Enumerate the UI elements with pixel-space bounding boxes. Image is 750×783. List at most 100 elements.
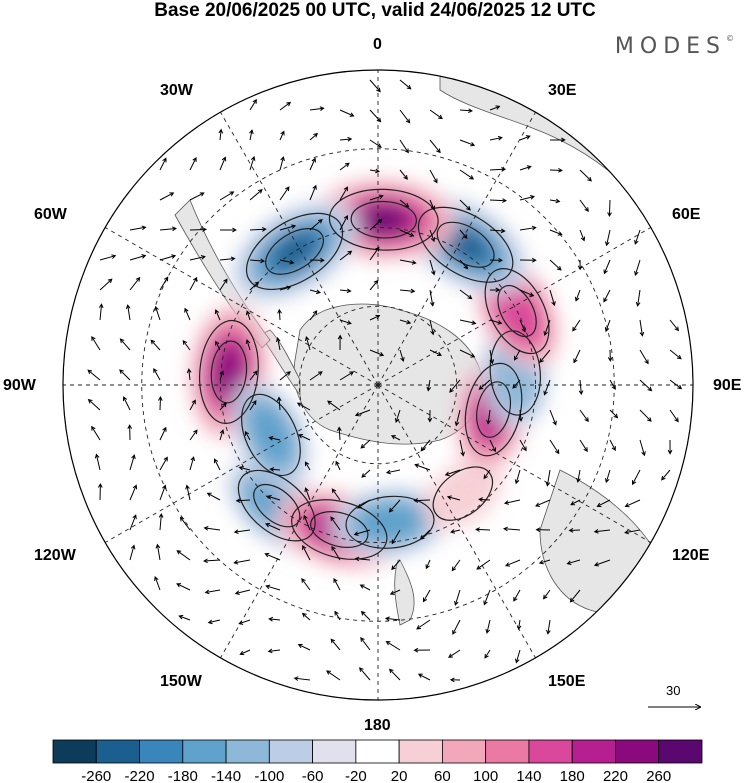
wind-vector <box>189 456 196 471</box>
wind-vector <box>399 169 408 180</box>
wind-vector <box>669 379 683 390</box>
wind-vector <box>399 139 409 154</box>
wind-vector <box>669 319 680 332</box>
wind-vector <box>158 396 163 411</box>
wind-vector <box>459 199 471 211</box>
anomaly-contour <box>497 284 537 338</box>
wind-vector <box>184 307 191 321</box>
colorbar-swatch <box>268 739 314 764</box>
colorbar-tick-label: -260 <box>81 768 111 783</box>
wind-vector <box>359 584 371 591</box>
wind-vector <box>516 619 522 631</box>
wind-vector <box>153 367 161 381</box>
wind-vector <box>459 139 476 147</box>
wind-vector <box>369 194 384 201</box>
anomaly-contour <box>245 212 344 291</box>
wind-vector <box>426 379 432 392</box>
wind-vector <box>309 289 321 295</box>
wind-vector <box>390 435 401 441</box>
wind-vector <box>353 529 371 536</box>
wind-vector <box>391 529 401 545</box>
wind-vector <box>483 469 491 480</box>
wind-vector <box>609 379 616 390</box>
anomaly-contour <box>350 200 417 239</box>
wind-vector <box>519 289 535 297</box>
wind-vector <box>369 218 383 231</box>
wind-vector <box>399 319 412 325</box>
wind-vector <box>605 229 611 247</box>
wind-vector <box>206 492 221 501</box>
wind-vector <box>238 465 251 471</box>
wind-vector <box>518 409 524 422</box>
lon-label-120e: 120E <box>672 547 710 564</box>
wind-vector <box>129 484 138 501</box>
wind-vector <box>204 589 221 595</box>
anomaly-contour <box>199 319 259 424</box>
wind-vector <box>159 484 167 501</box>
colorbar-tick-label: 140 <box>516 768 541 783</box>
wind-vector <box>129 514 137 531</box>
wind-vector <box>91 425 101 441</box>
wind-vector <box>444 469 461 477</box>
wind-vector <box>279 186 290 201</box>
wind-vector <box>384 616 401 622</box>
wind-vector <box>339 288 352 294</box>
colorbar-tick-label: -180 <box>168 768 198 783</box>
wind-vector <box>579 229 586 242</box>
wind-vector <box>489 319 503 325</box>
colorbar: -260 -220 -180 -140 -100 -60 -20 20 60 100 140 180 2… <box>52 739 703 783</box>
wind-vector <box>429 319 435 336</box>
latitude-circle <box>220 227 536 543</box>
wind-vector <box>549 229 563 236</box>
colorbar-tick-label: 220 <box>603 768 628 783</box>
wind-vector <box>669 349 682 360</box>
wind-vector <box>309 257 325 263</box>
wind-vector <box>450 529 461 534</box>
wind-vector <box>624 529 641 535</box>
wind-vector <box>369 139 382 148</box>
wind-vector <box>159 226 177 232</box>
wind-vector <box>266 494 281 501</box>
wind-vector <box>399 349 405 362</box>
wind-vector <box>337 426 342 441</box>
wind-vector <box>483 589 491 606</box>
wind-vector <box>604 319 611 333</box>
wind-vector <box>129 454 136 471</box>
wind-vector <box>249 370 258 381</box>
wind-vector <box>429 169 438 184</box>
wind-vector <box>535 527 551 533</box>
wind-vector <box>279 371 291 381</box>
page-title: Base 20/06/2025 00 UTC, valid 24/06/2025… <box>154 0 596 21</box>
wind-vector <box>189 255 206 261</box>
wind-vector <box>339 319 352 325</box>
wind-vector <box>639 379 653 392</box>
wind-vector <box>489 257 503 263</box>
wind-vector <box>279 156 285 171</box>
wind-vector <box>505 559 521 567</box>
wind-vector <box>309 371 323 381</box>
wind-vector <box>449 379 461 393</box>
wind-vector <box>275 337 281 351</box>
wind-vector <box>268 616 281 622</box>
wind-vector <box>519 225 537 231</box>
wind-vector <box>245 310 251 321</box>
colorbar-tick-label: -20 <box>345 768 367 783</box>
wind-vector <box>576 469 581 483</box>
wind-vector <box>309 218 323 231</box>
brand-mark: © <box>726 34 734 43</box>
wind-vector <box>579 169 592 182</box>
reference-vector-label: 30 <box>666 683 681 698</box>
wind-vector <box>268 436 281 441</box>
wind-vector <box>219 429 225 441</box>
wind-vector <box>339 109 355 117</box>
wind-vector <box>577 259 583 271</box>
wind-vector <box>326 670 341 681</box>
colorbar-tick-label: -100 <box>254 768 284 783</box>
wind-vector <box>335 460 341 471</box>
wind-vector <box>309 310 318 321</box>
wind-vector <box>399 79 412 90</box>
wind-vector <box>543 379 551 396</box>
wind-vector <box>413 647 431 653</box>
wind-vector <box>219 191 235 201</box>
wind-vector <box>609 439 616 452</box>
